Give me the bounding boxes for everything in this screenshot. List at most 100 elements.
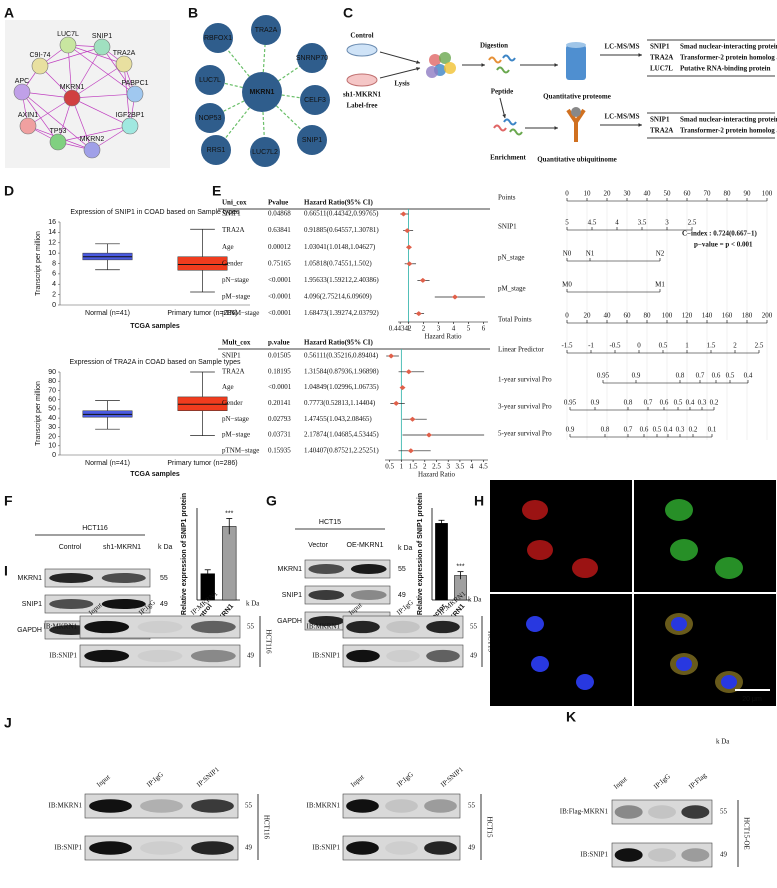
panel-label: B [188, 5, 198, 21]
table-cell: 0.56111(0.35216,0.89404) [304, 352, 379, 360]
nomogram-annotation: C−index : 0.724(0.667−1) [682, 230, 758, 238]
x-tick-label: 1.5 [409, 463, 418, 471]
hazard-ratio [409, 416, 416, 422]
nomogram-tick-label: -0.5 [609, 342, 621, 350]
workflow-label: Enrichment [490, 154, 526, 162]
lane-label: IP:Flag [687, 771, 708, 791]
cell [715, 557, 743, 579]
protein-description: Smad nuclear-interacting protein 1 [680, 43, 777, 51]
nomogram-tick-label: 0.4 [664, 426, 673, 434]
nomogram-tick-label: 0.95 [564, 399, 577, 407]
blot-band [614, 805, 643, 819]
table-cell: 1.31584(0.87936,1.96898) [304, 367, 379, 375]
node-label: SNIP1 [302, 137, 322, 144]
x-tick-label: 4 [452, 325, 456, 333]
protein-description: Transformer-2 protein homolog alpha [680, 127, 777, 135]
blot-band [424, 841, 457, 855]
table-cell: 1.40407(0.87521,2.25251) [304, 446, 379, 454]
table-cell: 0.20141 [268, 399, 291, 407]
nomogram-tick-label: M0 [562, 281, 572, 289]
table-cell: 1.68473(1.39274,2.03792) [304, 309, 379, 317]
protein [444, 62, 456, 74]
node-label: PABPC1 [121, 80, 148, 87]
y-axis-label: Transcript per million [35, 231, 42, 296]
panel-label: D [4, 183, 14, 199]
network-edge [71, 97, 93, 151]
table-cell: 1.05818(0.74551,1.502) [304, 259, 372, 267]
workflow-label: Peptide [491, 88, 514, 96]
nomogram-tick-label: 80 [644, 312, 652, 320]
blot-band [84, 649, 130, 663]
node-label: IGF2BP1 [116, 112, 145, 119]
table-cell: 0.7773(0.52813,1.14404) [304, 399, 376, 407]
y-tick-label: 8 [52, 260, 56, 267]
y-tick-label: 12 [48, 240, 56, 247]
node-label: RBFOX1 [204, 35, 232, 42]
arrow-head [554, 63, 558, 67]
table-cell: <0.0001 [268, 383, 292, 391]
y-axis-label: Relative expression of SNIP1 protein [181, 493, 188, 615]
hazard-ratio [404, 228, 411, 234]
network-node [93, 38, 111, 56]
node-label: C9I-74 [29, 52, 50, 59]
row-label: IB:Flag-MKRN1 [560, 808, 609, 816]
blot-band [49, 598, 94, 610]
x-tick-label: 1 [407, 325, 411, 333]
unit-label: k Da [398, 545, 413, 552]
network-edge [57, 125, 131, 143]
network-node [49, 133, 67, 151]
network-node [126, 85, 144, 103]
nomogram-tick-label: 200 [762, 312, 773, 320]
table-cell: 0.01505 [268, 352, 291, 360]
y-tick-label: 70 [48, 387, 56, 394]
arrow-head [638, 123, 642, 127]
workflow-label: Quantitative proteome [543, 93, 611, 101]
network-edge [101, 46, 136, 95]
workflow-label: Control [350, 32, 373, 40]
nomogram-tick-label: 30 [624, 190, 632, 198]
micrograph [490, 594, 632, 706]
nucleus [526, 616, 544, 632]
blot-band [385, 799, 418, 813]
row-label: IB:SNIP1 [580, 851, 608, 859]
panel-label: I [4, 563, 8, 579]
network-node [250, 137, 280, 167]
blot-band [648, 848, 676, 862]
blot-band [424, 799, 457, 813]
nomogram-annotation: p−value = p < 0.001 [694, 241, 753, 249]
nomogram-tick-label: 2 [733, 342, 737, 350]
table-cell: Age [222, 383, 234, 391]
x-tick-label: 4.5 [479, 463, 488, 471]
nomogram-tick-label: M1 [655, 281, 665, 289]
blot-band [350, 563, 387, 575]
workflow-label: Quantitative ubiquitinome [537, 156, 617, 164]
network-edge [67, 44, 136, 95]
nomogram-tick-label: 0.5 [659, 342, 668, 350]
ubiquitin [571, 107, 581, 117]
nomogram-tick-label: 0.4 [686, 399, 695, 407]
row-label: IB:SNIP1 [54, 844, 82, 852]
nomogram-tick-label: 4 [615, 219, 619, 227]
network-node [195, 103, 225, 133]
nomogram-tick-label: N2 [656, 250, 665, 258]
nomogram-tick-label: 0 [565, 190, 569, 198]
x-axis-label: Hazard Ratio [418, 471, 456, 479]
blot-band [191, 841, 234, 855]
y-tick-label: 90 [48, 369, 56, 376]
protein-description: Transformer-2 protein homolog alpha [680, 54, 777, 62]
lane-label: IP:IgG [395, 598, 415, 616]
blot-band [308, 615, 345, 627]
table-cell: 4.096(2.75214,6.09609) [304, 293, 372, 301]
ubiquitinome-probe [566, 108, 586, 142]
x-tick-label: Primary tumor (n=286) [167, 460, 237, 467]
node-label: MKRN1 [250, 89, 275, 96]
nucleus [576, 674, 594, 690]
significance: *** [456, 563, 464, 570]
network-edge [71, 93, 136, 99]
kda-label: 55 [468, 802, 476, 810]
x-axis-label: Hazard Ratio [424, 333, 462, 341]
nomogram-tick-label: 0.9 [632, 372, 641, 380]
nomogram-tick-label: 0.1 [708, 426, 717, 434]
y-tick-label: 40 [48, 415, 56, 422]
significance: *** [225, 510, 233, 517]
